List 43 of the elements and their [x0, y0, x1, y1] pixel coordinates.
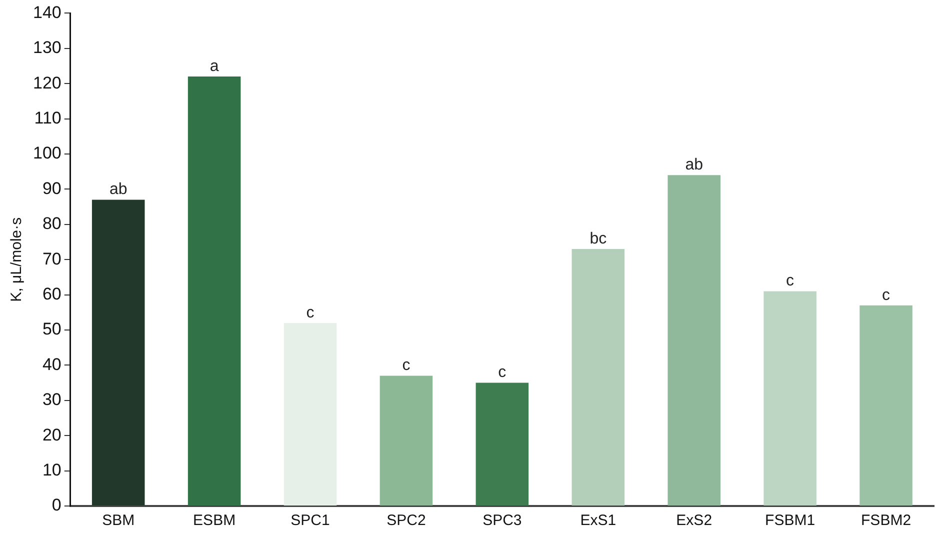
y-tick-label: 140 [32, 2, 62, 22]
bar [284, 322, 337, 506]
bar [860, 305, 912, 506]
x-tick-label: SPC1 [290, 512, 330, 530]
x-tick-label: ExS2 [676, 512, 712, 530]
annotation: c [306, 304, 314, 322]
annotation: c [786, 272, 794, 290]
x-tick-label: ESBM [193, 512, 236, 530]
bar [380, 376, 433, 506]
annotation: bc [590, 230, 607, 248]
annotation: ab [685, 156, 704, 174]
x-tick-label: ExS1 [580, 512, 616, 530]
y-tick-label: 50 [42, 320, 62, 339]
bar [668, 175, 720, 506]
annotation: c [882, 286, 890, 304]
y-axis-title: K, μL/mole·s [8, 217, 26, 302]
y-tick-label: 60 [42, 284, 62, 304]
bar [572, 249, 625, 506]
bar [188, 76, 241, 506]
x-tick-label: SPC3 [482, 512, 522, 530]
y-tick-label: 120 [32, 73, 62, 92]
x-tick-label: FSBM1 [765, 512, 816, 530]
y-tick-label: 40 [42, 354, 62, 374]
y-tick-label: 0 [52, 496, 62, 515]
annotation: c [498, 364, 506, 382]
y-tick-label: 130 [32, 38, 62, 58]
x-tick-label: SPC2 [386, 512, 426, 530]
bar [92, 200, 145, 506]
bar [476, 382, 529, 506]
y-tick-label: 80 [42, 214, 62, 234]
y-tick-label: 110 [34, 108, 62, 128]
annotation: ab [109, 181, 128, 198]
y-tick-label: 30 [42, 390, 62, 410]
y-tick-label: 20 [42, 425, 62, 444]
annotation: c [402, 357, 410, 374]
annotation: a [210, 58, 219, 75]
bar [764, 291, 816, 506]
y-tick-label: 90 [42, 178, 62, 198]
y-tick-label: 70 [42, 249, 62, 268]
y-tick-label: 100 [32, 144, 62, 163]
y-tick-label: 10 [42, 460, 62, 480]
x-tick-label: FSBM2 [861, 512, 912, 530]
x-tick-label: SBM [102, 512, 135, 530]
